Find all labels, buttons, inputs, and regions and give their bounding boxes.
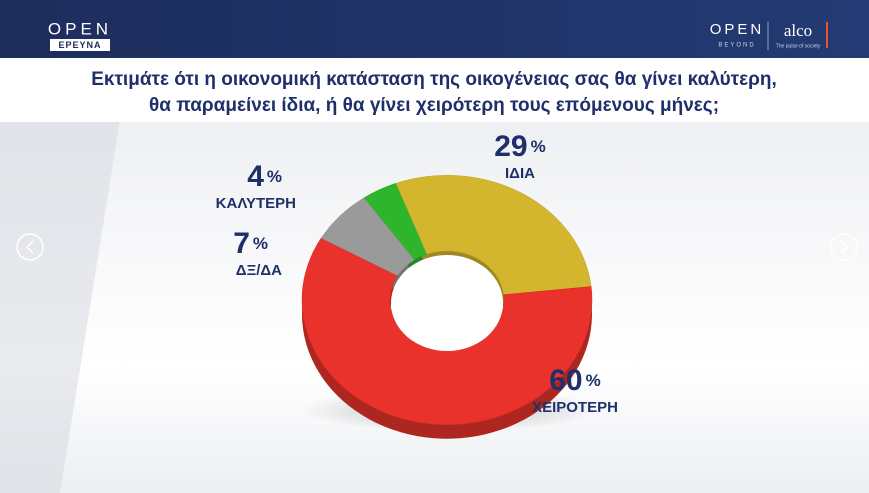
value-unit: % xyxy=(267,167,282,186)
value-unit: % xyxy=(253,234,268,253)
background-shape xyxy=(0,120,120,493)
title-band xyxy=(0,58,869,122)
value-number: 4 xyxy=(247,160,264,193)
prev-button[interactable] xyxy=(16,233,44,261)
next-button[interactable] xyxy=(830,233,858,261)
partner2: alco xyxy=(784,21,812,40)
category-label: ΚΑΛΥΤΕΡΗ xyxy=(216,195,296,212)
value-label: 60% xyxy=(549,364,601,397)
category-label: ΔΞ/ΔΑ xyxy=(236,262,282,279)
logo-box xyxy=(50,39,110,51)
partner-top: OPEN xyxy=(710,21,765,38)
next-icon xyxy=(840,240,849,254)
slice xyxy=(395,175,592,295)
partner2-tagline: The pulse of society xyxy=(776,43,821,49)
hole xyxy=(391,254,503,352)
value-number: 60 xyxy=(549,364,582,397)
prev-icon xyxy=(25,240,34,254)
chart-title: Εκτιμάτε ότι η οικονομική κατάσταση της … xyxy=(91,69,777,90)
chart-title: θα παραμείνει ίδια, ή θα γίνει χειρότερη… xyxy=(149,95,719,116)
value-label: 7% xyxy=(233,227,268,260)
header-bar xyxy=(0,0,869,58)
logo-bottom: ΕΡΕΥΝΑ xyxy=(58,40,101,50)
value-number: 29 xyxy=(494,130,527,163)
value-label: 4% xyxy=(247,160,282,193)
value-label: 29% xyxy=(494,130,546,163)
category-label: ΙΔΙΑ xyxy=(505,165,535,182)
partner-bottom: BEYOND xyxy=(718,43,755,49)
slice xyxy=(320,197,415,276)
value-unit: % xyxy=(531,137,546,156)
value-number: 7 xyxy=(233,227,250,260)
accent xyxy=(826,22,828,48)
logo-top: OPEN xyxy=(48,19,112,38)
value-unit: % xyxy=(586,371,601,390)
category-label: ΧΕΙΡΟΤΕΡΗ xyxy=(532,399,618,416)
